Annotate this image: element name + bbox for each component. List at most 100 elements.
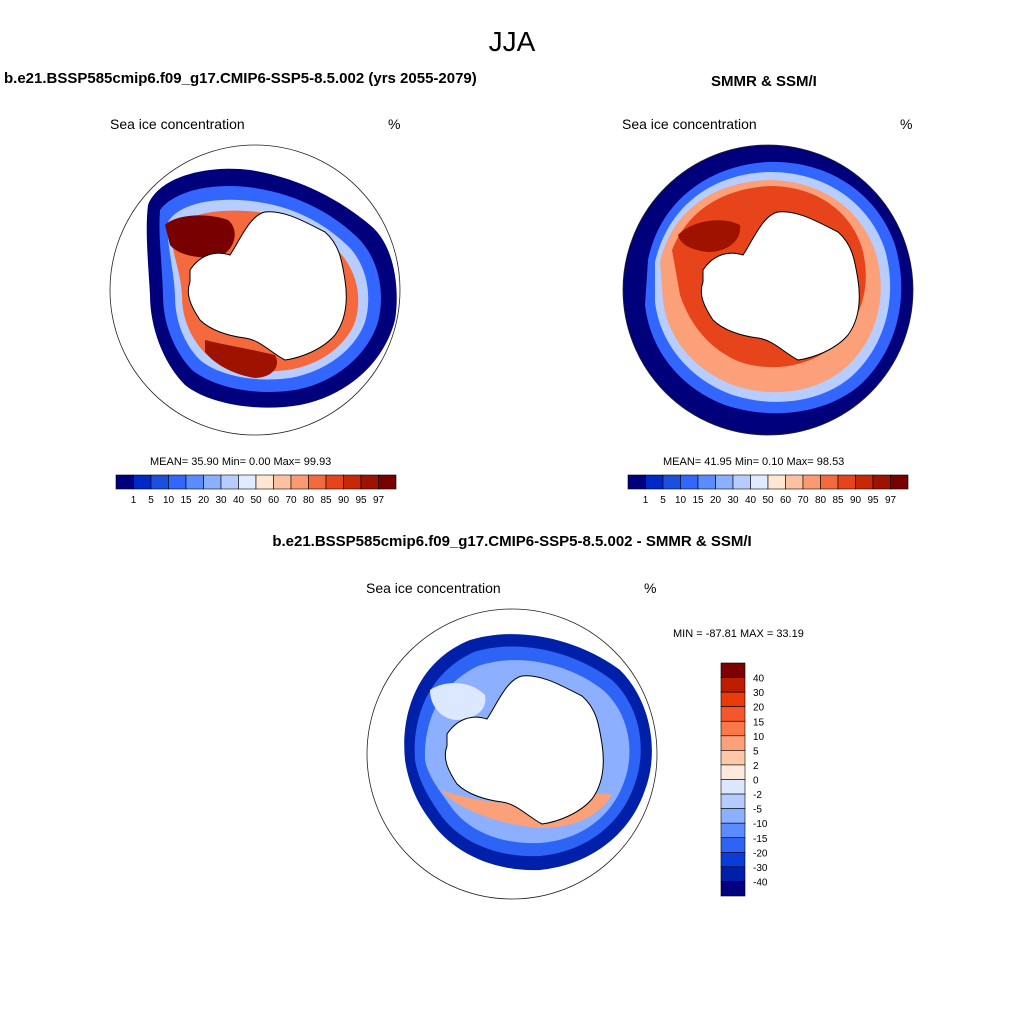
diff-colorbar-tick-label: -30: [753, 863, 768, 874]
obs-colorbar-tick-label: 70: [797, 495, 809, 506]
obs-colorbar-swatch: [697, 474, 716, 490]
obs-weddell-max: [678, 220, 741, 252]
diff-colorbar-swatch: [720, 779, 746, 795]
model-colorbar-tick-label: 85: [320, 495, 332, 506]
diff-colorbar-swatch: [720, 750, 746, 766]
obs-colorbar-swatch: [837, 474, 856, 490]
panel-diff-stats: MIN = -87.81 MAX = 33.19: [673, 628, 804, 640]
model-colorbar-swatch: [150, 474, 169, 490]
obs-colorbar-swatch: [890, 474, 909, 490]
diff-colorbar-tick-label: 10: [753, 732, 765, 743]
diff-polar-map: [404, 634, 652, 871]
antarctica-model: [187, 211, 347, 361]
obs-colorbar-tick-label: 50: [762, 495, 774, 506]
obs-colorbar-tick-label: 30: [727, 495, 739, 506]
obs-colorbar-swatch: [645, 474, 664, 490]
diff-colorbar-swatch: [720, 720, 746, 737]
model-colorbar-tick-label: 30: [215, 495, 227, 506]
model-colorbar-tick-label: 10: [163, 495, 175, 506]
diff-colorbar-tick-label: -10: [753, 819, 768, 830]
diff-colorbar-swatch: [720, 881, 746, 897]
diff-colorbar-swatch: [720, 852, 746, 868]
model-colorbar-swatch: [273, 474, 292, 490]
diff-colorbar-tick-label: -20: [753, 848, 768, 859]
diff-colorbar-swatch: [720, 793, 746, 809]
diff-colorbar-swatch: [720, 866, 746, 882]
obs-colorbar-swatch: [872, 474, 891, 490]
obs-colorbar-swatch: [627, 474, 646, 490]
model-colorbar-swatch: [203, 474, 222, 490]
obs-colorbar-swatch: [732, 474, 751, 490]
panel-obs-units-label: %: [900, 116, 913, 132]
panel-obs-stats: MEAN= 41.95 Min= 0.10 Max= 98.53: [663, 456, 845, 468]
model-colorbar-swatch: [325, 474, 344, 490]
obs-colorbar: 1 5 10 15 20 30 40 50 60 70 80 85 90 95 97: [627, 474, 909, 506]
diff-colorbar-tick-label: 20: [753, 703, 765, 714]
model-ross-max: [205, 340, 278, 378]
obs-colorbar-swatch: [802, 474, 821, 490]
diff-colorbar-swatch: [720, 822, 746, 839]
diff-colorbar-tick-label: 0: [753, 776, 759, 787]
panel-obs-variable-label: Sea ice concentration: [622, 116, 757, 132]
model-colorbar-tick-label: 60: [268, 495, 280, 506]
obs-polar-map: [623, 145, 913, 435]
panel-model-title: b.e21.BSSP585cmip6.f09_g17.CMIP6-SSP5-8.…: [4, 70, 477, 87]
obs-colorbar-tick-label: 95: [867, 495, 879, 506]
panel-model-variable-label: Sea ice concentration: [110, 116, 245, 132]
model-colorbar-tick-label: 20: [198, 495, 210, 506]
panel-model-units-label: %: [388, 116, 401, 132]
diff-colorbar-tick-label: 2: [753, 761, 759, 772]
obs-colorbar-tick-label: 40: [745, 495, 757, 506]
model-colorbar-tick-label: 80: [303, 495, 315, 506]
obs-colorbar-swatch: [750, 474, 769, 490]
obs-colorbar-tick-label: 80: [815, 495, 827, 506]
panel-diff-units-label: %: [644, 580, 657, 596]
obs-colorbar-swatch: [785, 474, 804, 490]
model-colorbar: 1 5 10 15 20 30 40 50 60 70 80 85 90 95 97: [115, 474, 397, 506]
model-colorbar-tick-label: 5: [148, 495, 154, 506]
model-polar-map: [146, 168, 397, 408]
obs-colorbar-tick-label: 90: [850, 495, 862, 506]
model-colorbar-swatch: [220, 474, 239, 490]
model-colorbar-swatch: [115, 474, 134, 490]
diff-colorbar-tick-label: -5: [753, 805, 762, 816]
model-colorbar-tick-label: 1: [131, 495, 137, 506]
obs-colorbar-swatch: [715, 474, 734, 490]
diff-colorbar-tick-label: -2: [753, 790, 762, 801]
diff-colorbar-swatch: [720, 691, 746, 707]
model-colorbar-tick-label: 90: [338, 495, 350, 506]
obs-colorbar-tick-label: 10: [675, 495, 687, 506]
diff-colorbar-swatch: [720, 735, 746, 751]
diff-colorbar-tick-label: 15: [753, 717, 765, 728]
diff-colorbar-tick-label: -15: [753, 834, 768, 845]
obs-colorbar-tick-label: 97: [885, 495, 897, 506]
diff-colorbar-swatch: [720, 662, 746, 678]
diff-colorbar-tick-label: 40: [753, 674, 765, 685]
panel-diff-title: b.e21.BSSP585cmip6.f09_g17.CMIP6-SSP5-8.…: [272, 533, 752, 550]
panel-model-stats: MEAN= 35.90 Min= 0.00 Max= 99.93: [150, 456, 332, 468]
obs-colorbar-swatch: [662, 474, 681, 490]
diff-colorbar-swatch: [720, 706, 746, 722]
season-title: JJA: [488, 26, 536, 57]
obs-colorbar-tick-label: 20: [710, 495, 722, 506]
obs-colorbar-swatch: [767, 474, 786, 490]
diff-colorbar-swatch: [720, 677, 746, 693]
model-colorbar-tick-label: 15: [180, 495, 192, 506]
diff-colorbar-tick-label: -40: [753, 877, 768, 888]
obs-colorbar-swatch: [855, 474, 874, 490]
model-colorbar-swatch: [255, 474, 274, 490]
obs-colorbar-tick-label: 60: [780, 495, 792, 506]
diff-colorbar-swatch: [720, 808, 746, 824]
model-colorbar-tick-label: 95: [355, 495, 367, 506]
model-colorbar-tick-label: 97: [373, 495, 385, 506]
model-colorbar-tick-label: 70: [285, 495, 297, 506]
obs-colorbar-tick-label: 5: [660, 495, 666, 506]
obs-colorbar-swatch: [680, 474, 699, 490]
panel-obs-title: SMMR & SSM/I: [711, 73, 817, 90]
model-colorbar-swatch: [238, 474, 257, 490]
obs-colorbar-swatch: [820, 474, 839, 490]
antarctica-diff: [444, 675, 604, 825]
model-colorbar-swatch: [185, 474, 204, 490]
